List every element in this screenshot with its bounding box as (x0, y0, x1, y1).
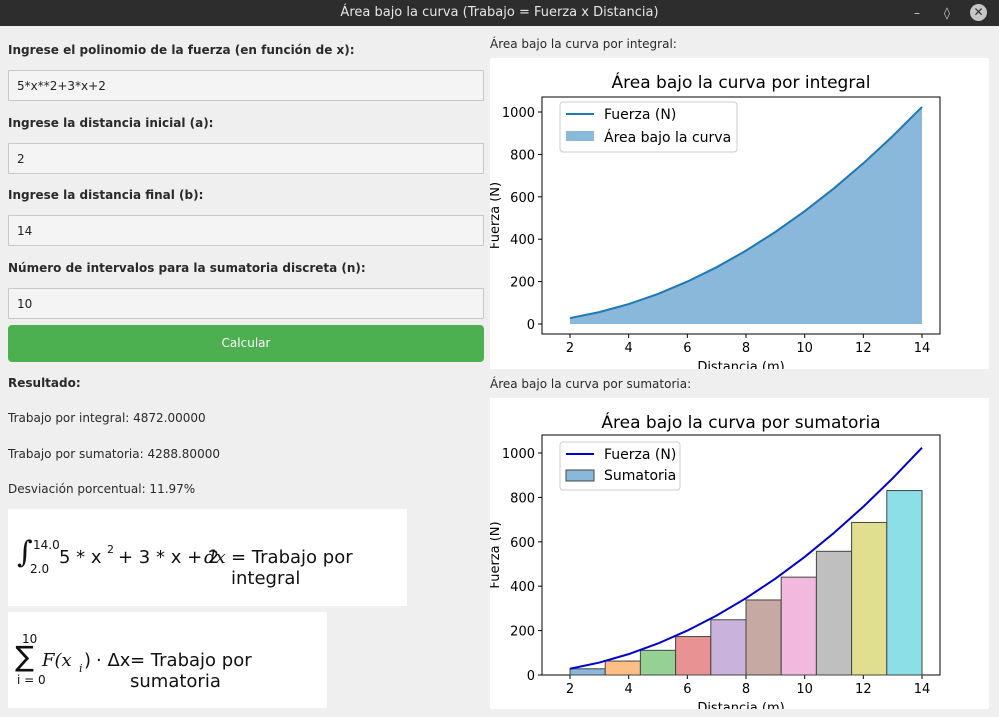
x-tick-label: 14 (914, 682, 931, 697)
final-distance-label: Ingrese la distancia final (b): (8, 188, 204, 202)
sigma-sign: ∑ (15, 640, 34, 673)
x-tick-label: 14 (914, 341, 931, 356)
sum-bar (569, 668, 606, 676)
legend-sum-label: Sumatoria (604, 468, 676, 484)
sum-bar (745, 599, 782, 676)
initial-distance-input[interactable] (8, 143, 484, 174)
x-tick-label: 10 (796, 682, 813, 697)
sum-chart: Área bajo la curva por sumatoria 2 4 6 8 10 12… (490, 398, 989, 709)
plot-frame (541, 96, 941, 335)
chart-title: Área bajo la curva por sumatoria (601, 411, 880, 433)
sum-close-paren: ) (84, 650, 92, 671)
x-tick-label: 6 (683, 682, 691, 697)
integral-lower-limit: 2.0 (30, 562, 50, 576)
integral-sign: ∫ (17, 535, 33, 570)
final-distance-input[interactable] (8, 215, 484, 246)
integral-chart-svg: Área bajo la curva por integral 2 4 6 8 10 12 1… (490, 71, 941, 369)
sum-chart-svg: Área bajo la curva por sumatoria 2 4 6 8 10 12… (490, 411, 941, 709)
sum-bar (780, 576, 817, 676)
x-axis-label: Distancia (m) (697, 360, 784, 369)
x-tick-label: 12 (855, 682, 872, 697)
legend-sum-swatch (565, 469, 595, 482)
sum-rhs: = Trabajo por sumatoria (130, 650, 252, 692)
window-titlebar: Área bajo la curva (Trabajo = Fuerza x D… (0, 0, 999, 26)
sum-upper-limit: 10 (22, 632, 38, 646)
integral-chart: Área bajo la curva por integral 2 4 6 8 10 12 1… (490, 58, 989, 369)
integral-rhs: = Trabajo por integral (231, 547, 353, 589)
y-tick-label: 800 (510, 491, 535, 506)
sum-bar (815, 550, 853, 676)
integral-formula: ∫ 14.0 2.0 5 * x 2 + 3 * x + 2 dx = Trab… (8, 509, 407, 606)
minimize-icon[interactable]: – (914, 6, 920, 20)
sum-formula: 10 ∑ i = 0 F(x i ) · Δx = Trabajo por su… (8, 612, 327, 708)
y-tick-label: 0 (527, 318, 535, 333)
x-tick-label: 2 (566, 341, 574, 356)
y-tick-label: 1000 (502, 447, 535, 462)
y-tick-label: 600 (510, 536, 535, 551)
y-tick-label: 800 (510, 148, 535, 163)
x-tick-label: 4 (625, 682, 633, 697)
y-tick-label: 200 (510, 276, 535, 291)
y-axis-label: Fuerza (N) (490, 182, 503, 249)
x-tick-label: 12 (855, 341, 872, 356)
y-tick-label: 400 (510, 580, 535, 595)
initial-distance-label: Ingrese la distancia inicial (a): (8, 116, 214, 130)
integral-dx: dx (204, 547, 226, 568)
chart-title: Área bajo la curva por integral (612, 71, 871, 93)
legend-force-label: Fuerza (N) (604, 447, 676, 463)
sum-bar (639, 649, 677, 676)
y-tick-label: 600 (510, 191, 535, 206)
sum-subscript: i (79, 662, 83, 675)
integral-upper-limit: 14.0 (33, 538, 60, 552)
sum-function: F(x (42, 650, 72, 671)
sum-bar (675, 636, 712, 676)
window-title: Área bajo la curva (Trabajo = Fuerza x D… (340, 5, 659, 20)
integral-body: 5 * x (59, 547, 102, 568)
legend-area-swatch (566, 131, 594, 141)
x-tick-label: 10 (796, 341, 813, 356)
x-tick-label: 4 (625, 341, 633, 356)
sum-delta: · Δx (96, 650, 131, 671)
intervals-input[interactable] (8, 288, 484, 319)
legend-area-label: Área bajo la curva (604, 129, 731, 146)
y-axis-label: Fuerza (N) (490, 521, 503, 588)
calculate-button[interactable]: Calcular (8, 325, 484, 362)
sum-result: Trabajo por sumatoria: 4288.80000 (8, 447, 220, 461)
result-heading: Resultado: (8, 376, 81, 390)
sum-bar (710, 619, 747, 676)
y-tick-label: 1000 (502, 106, 535, 121)
x-tick-label: 2 (566, 682, 574, 697)
force-line (569, 106, 923, 320)
sum-plot-caption: Área bajo la curva por sumatoria: (490, 377, 692, 391)
sum-lower-limit: i = 0 (17, 673, 46, 687)
integral-exponent: 2 (107, 543, 114, 556)
legend-box (559, 101, 738, 153)
integral-plot-caption: Área bajo la curva por integral: (490, 37, 677, 51)
deviation-result: Desviación porcentual: 11.97% (8, 482, 196, 496)
maximize-icon[interactable]: ◊ (944, 6, 950, 20)
x-tick-label: 6 (683, 341, 691, 356)
y-tick-label: 0 (527, 669, 535, 684)
y-tick-label: 400 (510, 233, 535, 248)
x-axis-label: Distancia (m) (697, 701, 784, 709)
x-tick-label: 8 (742, 682, 750, 697)
close-icon[interactable]: ✕ (970, 4, 987, 21)
sum-bar (886, 490, 923, 676)
force-line (569, 446, 923, 670)
polynomial-label: Ingrese el polinomio de la fuerza (en fu… (8, 43, 355, 57)
intervals-label: Número de intervalos para la sumatoria d… (8, 261, 366, 275)
polynomial-input[interactable] (8, 70, 484, 101)
sum-bar (851, 521, 888, 676)
x-tick-label: 8 (742, 341, 750, 356)
area-fill (570, 106, 922, 324)
legend-force-label: Fuerza (N) (604, 107, 676, 123)
integral-rest: + 3 * x + 2 (118, 547, 220, 568)
sum-bar (604, 660, 641, 676)
integral-result: Trabajo por integral: 4872.00000 (8, 411, 206, 425)
y-tick-label: 200 (510, 625, 535, 640)
